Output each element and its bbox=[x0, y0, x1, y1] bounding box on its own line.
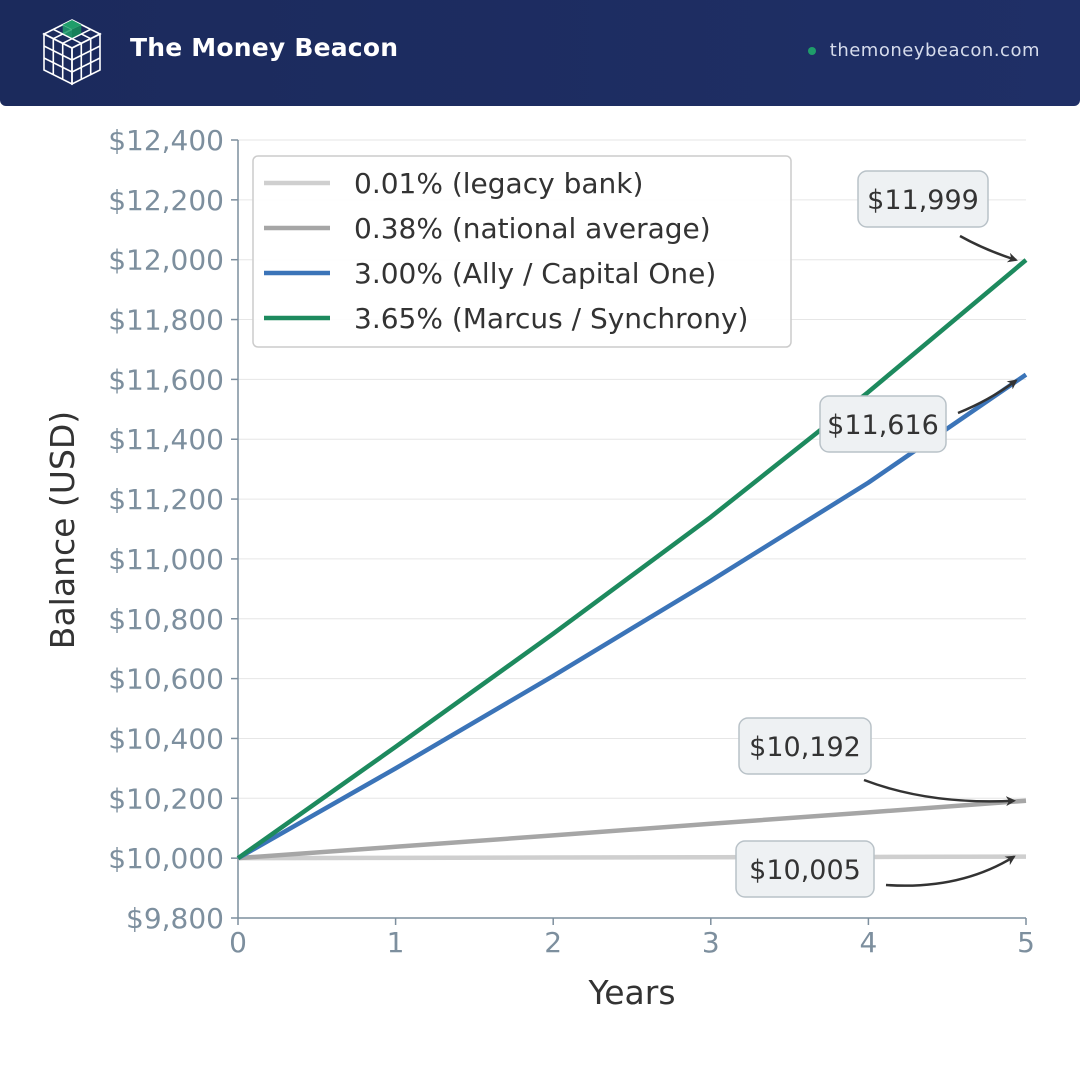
annotations: $11,999 $11,616 $10,192 $10,005 bbox=[735, 170, 1018, 898]
annotation-label: $11,999 bbox=[867, 185, 979, 216]
annotation-arrow bbox=[959, 234, 1018, 263]
brand-name: The Money Beacon bbox=[130, 33, 399, 62]
legend-label: 0.38% (national average) bbox=[354, 212, 711, 245]
x-tick-label: 1 bbox=[387, 926, 405, 959]
y-tick-label: $11,000 bbox=[108, 543, 224, 576]
y-tick-label: $9,800 bbox=[126, 902, 224, 935]
y-tick-labels: $9,800 $10,000 $10,200 $10,400 $10,600 $10,80… bbox=[108, 124, 224, 935]
y-tick-label: $11,200 bbox=[108, 483, 224, 516]
annotation-label: $10,005 bbox=[749, 855, 861, 886]
y-axis-label: Balance (USD) bbox=[43, 411, 82, 649]
y-tick-label: $10,000 bbox=[108, 842, 224, 875]
annotation-arrow bbox=[885, 855, 1016, 887]
legend: 0.01% (legacy bank) 0.38% (national avera… bbox=[252, 155, 792, 348]
y-tick-label: $12,000 bbox=[108, 244, 224, 277]
x-tick-label: 0 bbox=[229, 926, 247, 959]
annotation-label: $11,616 bbox=[827, 410, 939, 441]
y-tick-label: $10,400 bbox=[108, 722, 224, 755]
y-tick-label: $11,400 bbox=[108, 423, 224, 456]
x-tick-labels: 0 1 2 3 4 5 bbox=[229, 926, 1035, 959]
annotation-arrow bbox=[957, 379, 1018, 415]
annotation-arrow bbox=[863, 778, 1016, 807]
x-tick-label: 2 bbox=[544, 926, 562, 959]
legend-label: 0.01% (legacy bank) bbox=[354, 167, 643, 200]
legend-box bbox=[252, 155, 792, 348]
series-line-3 bbox=[236, 372, 1028, 861]
series-line-4 bbox=[236, 258, 1028, 860]
series-lines bbox=[236, 258, 1028, 861]
legend-label: 3.65% (Marcus / Synchrony) bbox=[354, 302, 748, 335]
cube-grid-icon bbox=[42, 19, 102, 86]
y-tick-label: $11,800 bbox=[108, 304, 224, 337]
annotation-box bbox=[857, 170, 989, 228]
x-tick-label: 4 bbox=[859, 926, 877, 959]
y-tick-label: $10,200 bbox=[108, 782, 224, 815]
website-link[interactable]: themoneybeacon.com bbox=[807, 40, 1040, 61]
y-tick-label: $10,600 bbox=[108, 663, 224, 696]
y-tick-label: $11,600 bbox=[108, 363, 224, 396]
status-dot-icon bbox=[807, 46, 816, 55]
y-tick-label: $12,400 bbox=[108, 124, 224, 157]
axes bbox=[231, 139, 1027, 925]
website-text: themoneybeacon.com bbox=[829, 40, 1040, 61]
annotation-box bbox=[735, 840, 875, 898]
header-bar: The Money Beacon themoneybeacon.com bbox=[0, 0, 1080, 106]
x-tick-label: 5 bbox=[1017, 926, 1035, 959]
y-tick-label: $10,800 bbox=[108, 603, 224, 636]
x-tick-label: 3 bbox=[702, 926, 720, 959]
x-axis-label: Years bbox=[587, 973, 675, 1012]
y-tick-label: $12,200 bbox=[108, 184, 224, 217]
legend-label: 3.00% (Ally / Capital One) bbox=[354, 257, 716, 290]
annotation-box bbox=[738, 717, 872, 775]
series-line-1 bbox=[237, 854, 1027, 861]
annotation-label: $10,192 bbox=[749, 732, 861, 763]
annotation-box bbox=[819, 395, 947, 453]
series-line-2 bbox=[237, 798, 1027, 861]
